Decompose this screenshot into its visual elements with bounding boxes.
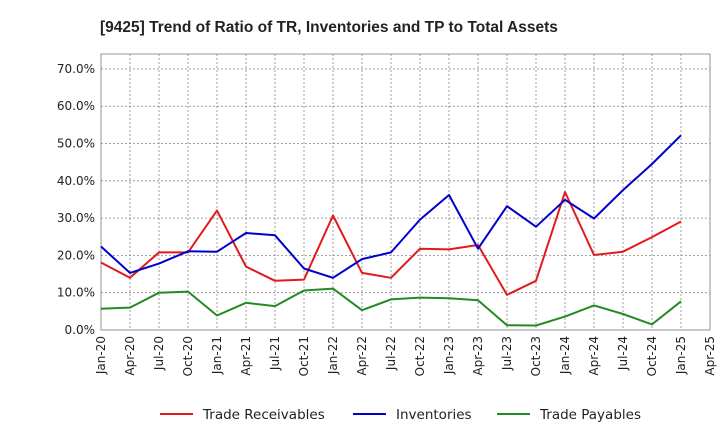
x-tick-label: Oct-24 <box>645 336 659 376</box>
x-tick-label: Jul-23 <box>500 336 514 371</box>
grid-layer <box>100 53 711 331</box>
x-tick-label: Jan-21 <box>210 336 224 375</box>
x-tick-label: Oct-22 <box>413 336 427 376</box>
y-tick-label: 60.0% <box>57 99 95 113</box>
x-tick-label: Oct-21 <box>297 336 311 376</box>
x-tick-label: Jul-21 <box>268 336 282 371</box>
x-tick-label: Jan-23 <box>442 336 456 375</box>
axis-layer: 0.0% 10.0% 20.0% 30.0% 40.0% 50.0% 60.0% 70.0% J… <box>57 62 717 376</box>
series-line-trade-payables <box>100 287 682 327</box>
x-tick-label: Jul-24 <box>616 336 630 371</box>
x-tick-label: Oct-20 <box>181 336 195 376</box>
x-tick-label: Apr-20 <box>123 336 137 376</box>
y-tick-label: 30.0% <box>57 211 95 225</box>
x-tick-label: Apr-23 <box>471 336 485 376</box>
legend-label-inventories: Inventories <box>396 407 472 423</box>
series-line-inventories <box>100 134 682 279</box>
x-tick-label: Apr-22 <box>355 336 369 376</box>
x-tick-label: Oct-23 <box>529 336 543 376</box>
plot-frame <box>100 53 711 331</box>
x-tick-label: Jan-24 <box>558 336 572 375</box>
y-tick-label: 0.0% <box>65 323 96 337</box>
y-tick-label: 40.0% <box>57 174 95 188</box>
x-tick-label: Jan-22 <box>326 336 340 375</box>
y-tick-label: 70.0% <box>57 62 95 76</box>
x-tick-label: Jan-25 <box>674 336 688 375</box>
x-tick-label: Jul-20 <box>152 336 166 371</box>
x-tick-label: Apr-25 <box>703 336 717 376</box>
x-tick-label: Jan-20 <box>94 336 108 375</box>
series-line-trade-receivables <box>100 191 682 296</box>
legend-label-trade-receivables: Trade Receivables <box>202 407 325 423</box>
y-tick-label: 20.0% <box>57 248 95 262</box>
y-tick-label: 10.0% <box>57 286 95 300</box>
legend: Trade Receivables Inventories Trade Payabl… <box>160 407 641 423</box>
x-tick-label: Jul-22 <box>384 336 398 371</box>
y-tick-label: 50.0% <box>57 137 95 151</box>
legend-label-trade-payables: Trade Payables <box>539 407 641 423</box>
series-layer <box>100 134 682 327</box>
chart-title: [9425] Trend of Ratio of TR, Inventories… <box>100 19 558 36</box>
x-tick-label: Apr-24 <box>587 336 601 376</box>
x-tick-label: Apr-21 <box>239 336 253 376</box>
